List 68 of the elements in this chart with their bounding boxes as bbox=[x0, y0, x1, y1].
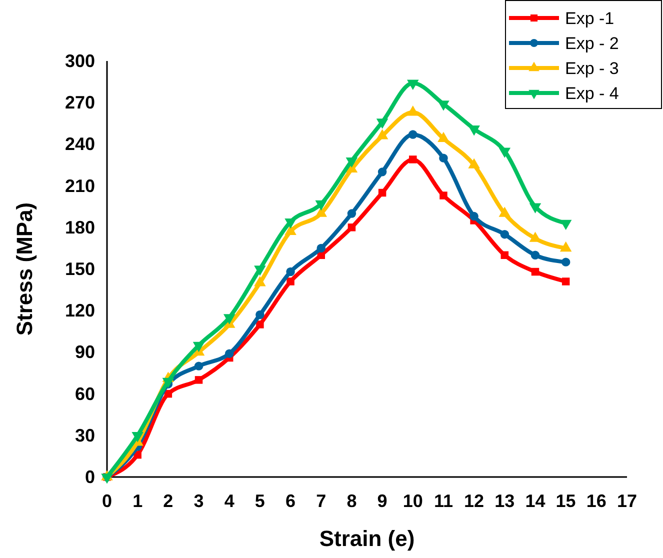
x-tick-label: 17 bbox=[616, 491, 638, 511]
point bbox=[286, 278, 294, 286]
point bbox=[560, 220, 572, 230]
y-tick-label: 210 bbox=[64, 176, 95, 196]
y-tick-label: 180 bbox=[64, 217, 95, 238]
point bbox=[378, 188, 386, 197]
x-axis-title: Strain (e) bbox=[319, 526, 415, 551]
y-tick-label: 240 bbox=[64, 134, 95, 154]
y-tick-label: 270 bbox=[64, 92, 95, 113]
point bbox=[406, 80, 419, 90]
y-axis-title: Stress (MPa) bbox=[12, 202, 37, 336]
point bbox=[409, 156, 417, 164]
x-tick-label: 5 bbox=[254, 491, 265, 511]
point bbox=[348, 224, 356, 232]
point bbox=[194, 376, 203, 384]
legend-label: Exp -1 bbox=[565, 9, 614, 28]
point bbox=[194, 362, 204, 370]
x-tick-label: 16 bbox=[586, 491, 606, 511]
y-tick-label: 60 bbox=[74, 384, 95, 404]
legend-label: Exp - 4 bbox=[565, 84, 619, 103]
point bbox=[347, 209, 356, 218]
point bbox=[562, 278, 570, 286]
y-tick-label: 30 bbox=[74, 425, 95, 446]
point bbox=[256, 320, 264, 328]
x-tick-label: 7 bbox=[316, 491, 326, 511]
x-tick-label: 0 bbox=[102, 491, 112, 511]
x-tick-label: 8 bbox=[346, 491, 357, 511]
x-tick-label: 13 bbox=[494, 491, 515, 511]
point bbox=[286, 267, 295, 276]
x-tick-label: 3 bbox=[194, 491, 204, 511]
y-tick-label: 120 bbox=[64, 300, 95, 321]
y-tick-label: 90 bbox=[74, 342, 95, 362]
x-tick-label: 15 bbox=[556, 491, 576, 511]
point bbox=[378, 168, 387, 176]
point bbox=[408, 130, 418, 139]
x-tick-label: 11 bbox=[434, 491, 453, 511]
point bbox=[315, 200, 328, 211]
point bbox=[529, 203, 542, 214]
point bbox=[531, 268, 540, 276]
point bbox=[530, 250, 540, 260]
y-tick-label: 0 bbox=[84, 467, 95, 487]
point bbox=[224, 349, 234, 358]
x-tick-label: 1 bbox=[132, 491, 143, 511]
point bbox=[438, 100, 450, 111]
x-tick-label: 14 bbox=[525, 491, 546, 511]
y-tick-label: 150 bbox=[64, 259, 95, 279]
x-tick-label: 12 bbox=[464, 491, 484, 511]
point bbox=[440, 192, 448, 200]
x-tick-label: 9 bbox=[377, 491, 388, 511]
point bbox=[439, 154, 448, 162]
point bbox=[316, 244, 326, 253]
point bbox=[284, 218, 296, 229]
x-tick-label: 4 bbox=[224, 491, 234, 511]
point bbox=[256, 310, 264, 320]
x-tick-label: 2 bbox=[163, 491, 174, 511]
x-tick-label: 6 bbox=[286, 491, 296, 511]
point bbox=[500, 251, 509, 260]
point bbox=[470, 212, 478, 221]
point bbox=[500, 230, 510, 239]
point bbox=[468, 126, 480, 136]
x-tick-label: 10 bbox=[402, 491, 423, 511]
point bbox=[376, 118, 388, 129]
legend-label: Exp - 3 bbox=[565, 59, 619, 78]
y-tick-label: 300 bbox=[64, 51, 95, 71]
legend-label: Exp - 2 bbox=[565, 34, 619, 53]
point bbox=[498, 148, 511, 158]
point bbox=[561, 258, 570, 266]
point bbox=[346, 157, 358, 168]
